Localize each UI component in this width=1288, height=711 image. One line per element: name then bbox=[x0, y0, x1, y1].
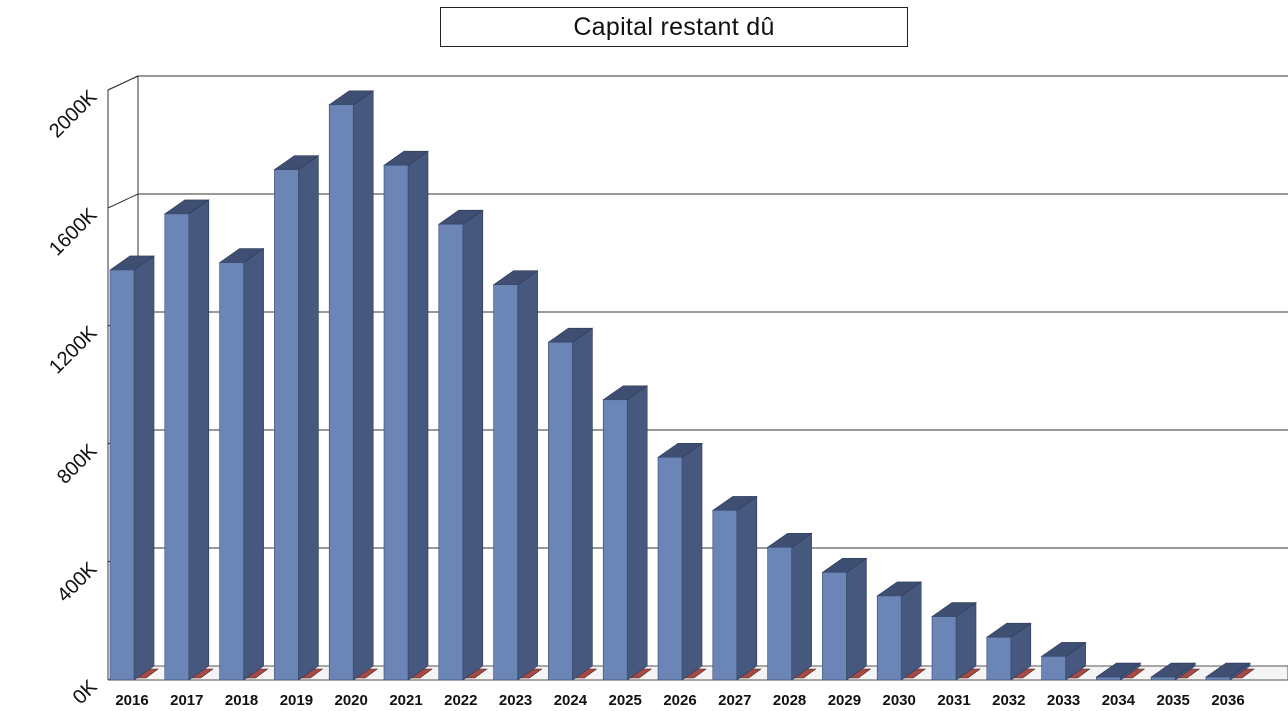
x-tick-label: 2026 bbox=[663, 692, 696, 709]
bar bbox=[1150, 676, 1176, 681]
title-box: Capital restant dû bbox=[440, 7, 908, 47]
bar-side bbox=[791, 532, 812, 681]
x-tick-label: 2018 bbox=[225, 692, 258, 709]
bar bbox=[383, 164, 409, 681]
bar bbox=[493, 284, 518, 681]
bar-side bbox=[626, 385, 648, 681]
gridline-diag bbox=[107, 75, 139, 91]
bar bbox=[438, 223, 464, 681]
bars bbox=[109, 90, 1255, 681]
bar-side bbox=[352, 90, 374, 681]
bar bbox=[876, 595, 902, 681]
x-tick-label: 2022 bbox=[444, 692, 477, 709]
x-tick-label: 2029 bbox=[828, 692, 861, 709]
y-tick-label: 400K bbox=[53, 558, 102, 607]
bar bbox=[931, 616, 957, 681]
y-axis: 0K 400K 800K 1200K 1600K 2000K bbox=[45, 86, 102, 709]
y-tick-label: 0K bbox=[69, 676, 102, 709]
x-tick-label: 2017 bbox=[170, 692, 203, 709]
bar bbox=[219, 262, 244, 681]
bar bbox=[548, 341, 573, 681]
x-tick-label: 2025 bbox=[609, 692, 642, 709]
bar bbox=[274, 169, 299, 681]
bar bbox=[109, 269, 135, 681]
gridline-diag bbox=[107, 193, 139, 209]
x-tick-label: 2033 bbox=[1047, 692, 1080, 709]
bar bbox=[822, 572, 847, 681]
bar bbox=[602, 399, 628, 681]
bar bbox=[657, 456, 683, 681]
x-tick-label: 2031 bbox=[937, 692, 970, 709]
bar bbox=[328, 104, 354, 681]
bar-side bbox=[517, 270, 538, 681]
bar-side bbox=[736, 495, 758, 681]
bar bbox=[712, 510, 738, 681]
x-tick-label: 2032 bbox=[992, 692, 1025, 709]
bar-side bbox=[407, 150, 429, 681]
bar-side bbox=[462, 209, 484, 681]
x-tick-label: 2021 bbox=[389, 692, 422, 709]
bar-side bbox=[900, 581, 922, 681]
bar bbox=[1205, 676, 1231, 681]
y-tick-label: 1600K bbox=[45, 204, 102, 261]
x-tick-label: 2016 bbox=[115, 692, 148, 709]
x-tick-label: 2034 bbox=[1102, 692, 1136, 709]
x-tick-label: 2036 bbox=[1211, 692, 1244, 709]
chart-title: Capital restant dû bbox=[573, 12, 775, 41]
y-tick-label: 2000K bbox=[45, 86, 102, 143]
x-tick-label: 2035 bbox=[1157, 692, 1190, 709]
x-tick-label: 2024 bbox=[554, 692, 588, 709]
bar bbox=[767, 546, 792, 681]
x-tick-label: 2020 bbox=[335, 692, 368, 709]
x-tick-label: 2030 bbox=[883, 692, 916, 709]
y-tick-label: 800K bbox=[53, 440, 102, 489]
bar-side bbox=[133, 255, 155, 681]
bar-side bbox=[188, 199, 210, 681]
x-tick-label: 2027 bbox=[718, 692, 751, 709]
bar-side bbox=[846, 557, 867, 681]
x-tick-label: 2028 bbox=[773, 692, 806, 709]
bar bbox=[164, 213, 190, 681]
bar-side bbox=[681, 442, 703, 681]
x-tick-label: 2019 bbox=[280, 692, 313, 709]
x-axis: 2016 2017 2018 2019 2020 2021 2022 2023 2024 2025… bbox=[115, 692, 1244, 709]
bar bbox=[1041, 656, 1066, 681]
x-tick-label: 2023 bbox=[499, 692, 532, 709]
bar-side bbox=[243, 247, 264, 681]
bar-side bbox=[572, 327, 593, 681]
bar bbox=[1096, 676, 1121, 681]
bar-side bbox=[298, 155, 319, 681]
y-tick-label: 1200K bbox=[45, 322, 102, 379]
bar bbox=[986, 636, 1012, 681]
